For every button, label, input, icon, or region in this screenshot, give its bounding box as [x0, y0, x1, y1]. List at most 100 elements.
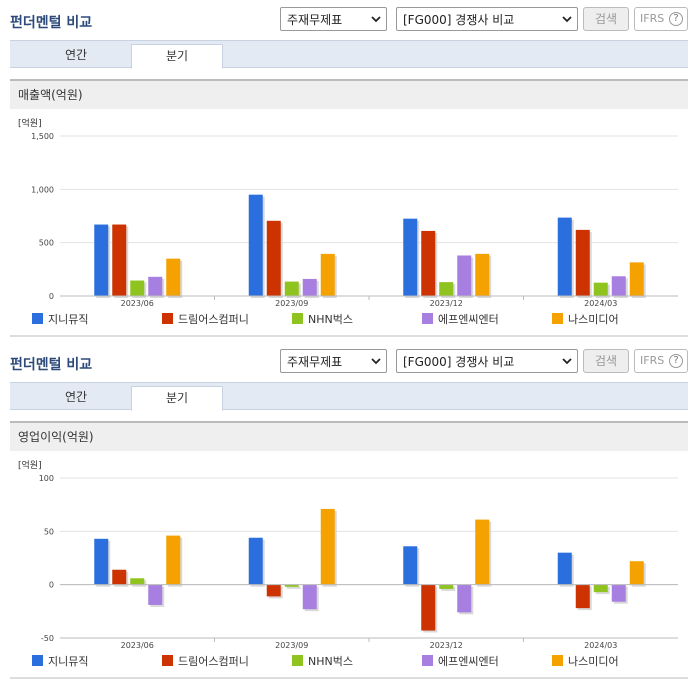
ifrs-button[interactable]: IFRS ?: [634, 349, 688, 373]
search-button[interactable]: 검색: [583, 349, 629, 373]
y-tick-label: 50: [44, 527, 54, 536]
legend-swatch: [552, 655, 563, 666]
y-tick-label: 500: [39, 239, 54, 248]
help-icon[interactable]: ?: [669, 354, 683, 368]
legend-item[interactable]: 지니뮤직: [32, 313, 88, 327]
statement-type-select[interactable]: 주재무제표: [280, 7, 387, 31]
y-tick-label: 0: [49, 292, 54, 301]
legend-label: 드림어스컴퍼니: [178, 655, 249, 668]
chart-legend: 지니뮤직 드림어스컴퍼니 NHN벅스 에프엔씨엔터 나스미디어: [10, 655, 688, 673]
compare-group-select[interactable]: [FG000] 경쟁사 비교: [396, 7, 578, 31]
operating-profit-chart: [억원] -50 0 50 100 2023/06 2023/09 2023/12 2024/0…: [10, 454, 688, 649]
bar: [112, 224, 127, 296]
legend-item[interactable]: 드림어스컴퍼니: [162, 313, 249, 327]
section-header: 펀더멘털 비교 주재무제표 [FG000] 경쟁사 비교 검색 IFRS ?: [0, 342, 696, 382]
legend-swatch: [422, 313, 433, 324]
legend-label: 지니뮤직: [48, 655, 89, 668]
bar-shadow: [286, 586, 301, 589]
legend-swatch: [552, 313, 563, 324]
chevron-down-icon: [562, 16, 572, 23]
chevron-down-icon: [371, 16, 381, 23]
legend-swatch: [162, 655, 173, 666]
bar: [611, 584, 626, 602]
y-tick-label: 100: [39, 474, 54, 483]
legend-label: 나스미디어: [568, 313, 619, 326]
bar: [248, 537, 263, 585]
bar: [284, 281, 299, 296]
section-header: 펀더멘털 비교 주재무제표 [FG000] 경쟁사 비교 검색 IFRS ?: [0, 0, 696, 40]
y-tick-label: 0: [49, 581, 54, 590]
legend-label: NHN벅스: [308, 313, 353, 326]
bar: [266, 584, 281, 597]
y-unit-label: [억원]: [18, 459, 42, 471]
bar: [593, 584, 608, 593]
chevron-down-icon: [562, 358, 572, 365]
section-divider: [10, 677, 688, 679]
tab-annual[interactable]: 연간: [64, 48, 88, 62]
period-tabs: 연간 분기: [10, 40, 688, 69]
tab-quarterly[interactable]: 분기: [131, 386, 223, 411]
fundamental-section-revenue: 펀더멘털 비교 주재무제표 [FG000] 경쟁사 비교 검색 IFRS ? 연…: [0, 0, 696, 337]
bar: [130, 578, 145, 585]
bar: [557, 217, 572, 296]
legend-swatch: [292, 655, 303, 666]
fundamental-section-operating-profit: 펀더멘털 비교 주재무제표 [FG000] 경쟁사 비교 검색 IFRS ? 연…: [0, 342, 696, 684]
bar: [112, 569, 127, 585]
legend-item[interactable]: 나스미디어: [552, 313, 619, 327]
bar: [439, 584, 454, 589]
y-tick-label: 1,000: [31, 185, 54, 194]
bar: [457, 255, 472, 296]
bar: [457, 584, 472, 613]
bar: [320, 508, 335, 585]
legend-swatch: [162, 313, 173, 324]
tab-quarterly[interactable]: 분기: [131, 44, 223, 69]
legend-item[interactable]: 드림어스컴퍼니: [162, 655, 249, 669]
chevron-down-icon: [371, 358, 381, 365]
bar: [403, 218, 418, 296]
x-tick-label: 2023/06: [121, 299, 154, 307]
section-title: 펀더멘털 비교: [10, 15, 93, 31]
section-title: 펀더멘털 비교: [10, 357, 93, 373]
y-unit-label: [억원]: [18, 117, 42, 129]
legend-label: NHN벅스: [308, 655, 353, 668]
bar: [148, 276, 163, 296]
period-tabs: 연간 분기: [10, 382, 688, 411]
legend-swatch: [292, 313, 303, 324]
revenue-bar-chart: [억원] 0 500 1,000 1,500 2023/06 2023/09 2023/12 2…: [18, 117, 678, 307]
legend-swatch: [32, 313, 43, 324]
search-button[interactable]: 검색: [583, 7, 629, 31]
bar: [475, 253, 490, 296]
legend-swatch: [422, 655, 433, 666]
help-icon[interactable]: ?: [669, 12, 683, 26]
legend-item[interactable]: 나스미디어: [552, 655, 619, 669]
compare-group-value: [FG000] 경쟁사 비교: [403, 355, 515, 369]
revenue-chart: [억원] 0 500 1,000 1,500 2023/06 2023/09 2023/12 2…: [10, 112, 688, 307]
bar: [611, 276, 626, 296]
statement-type-select[interactable]: 주재무제표: [280, 349, 387, 373]
ifrs-label: IFRS: [640, 12, 665, 25]
legend-item[interactable]: NHN벅스: [292, 313, 353, 327]
bar: [629, 561, 644, 585]
legend-item[interactable]: 지니뮤직: [32, 655, 88, 669]
tab-annual[interactable]: 연간: [64, 390, 88, 404]
ifrs-label: IFRS: [640, 354, 665, 367]
bar: [166, 535, 181, 585]
x-tick-label: 2023/06: [121, 641, 154, 649]
bar: [557, 552, 572, 585]
x-tick-label: 2024/03: [584, 299, 617, 307]
bar: [166, 258, 181, 296]
legend-label: 에프엔씨엔터: [438, 313, 499, 326]
section-divider: [10, 335, 688, 337]
chart-legend: 지니뮤직 드림어스컴퍼니 NHN벅스 에프엔씨엔터 나스미디어: [10, 313, 688, 331]
bar: [248, 194, 263, 296]
legend-item[interactable]: 에프엔씨엔터: [422, 655, 499, 669]
bar: [148, 584, 163, 605]
x-tick-label: 2024/03: [584, 641, 617, 649]
compare-group-select[interactable]: [FG000] 경쟁사 비교: [396, 349, 578, 373]
chart-subtitle: 영업이익(억원): [10, 421, 688, 451]
legend-item[interactable]: 에프엔씨엔터: [422, 313, 499, 327]
legend-label: 에프엔씨엔터: [438, 655, 499, 668]
legend-swatch: [32, 655, 43, 666]
ifrs-button[interactable]: IFRS ?: [634, 7, 688, 31]
legend-item[interactable]: NHN벅스: [292, 655, 353, 669]
